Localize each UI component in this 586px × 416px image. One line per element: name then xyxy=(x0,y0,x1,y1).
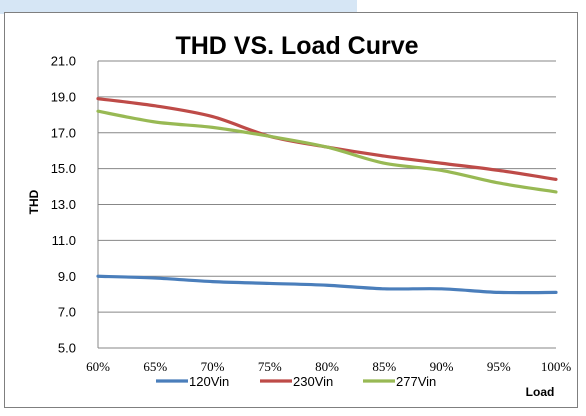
header-band xyxy=(0,0,357,14)
series-line-230vin xyxy=(96,97,558,181)
y-axis-ticks: 5.0 7.0 9.0 11.0 13.0 15.0 17.0 19.0 21.0 xyxy=(51,54,76,356)
chart-title: THD VS. Load Curve xyxy=(175,32,418,60)
x-axis-ticks: 60% 65% 70% 75% 80% 85% 90% 95% 100% xyxy=(86,359,571,374)
x-tick-label: 70% xyxy=(201,359,225,374)
gridlines xyxy=(97,60,556,349)
y-tick-label: 11.0 xyxy=(52,233,76,248)
y-tick-label: 21.0 xyxy=(51,54,76,69)
x-tick-label: 60% xyxy=(86,359,110,374)
x-tick-label: 65% xyxy=(143,359,167,374)
x-axis-label: Load xyxy=(526,385,555,399)
series-line-120vin xyxy=(96,274,558,295)
series-lines xyxy=(96,97,558,295)
x-tick-label: 100% xyxy=(541,359,572,374)
x-tick-label: 95% xyxy=(487,359,511,374)
legend-label: 230Vin xyxy=(293,374,333,389)
x-tick-label: 80% xyxy=(315,359,339,374)
y-tick-label: 9.0 xyxy=(58,269,76,284)
chart-frame xyxy=(4,12,578,408)
series-line-277vin xyxy=(96,109,558,194)
y-tick-label: 5.0 xyxy=(58,341,76,356)
y-axis-label: THD xyxy=(27,189,41,214)
legend: 120Vin 230Vin 277Vin xyxy=(156,374,436,389)
y-tick-label: 19.0 xyxy=(51,89,76,104)
y-tick-label: 13.0 xyxy=(51,197,76,212)
legend-label: 120Vin xyxy=(189,374,229,389)
y-tick-label: 7.0 xyxy=(58,305,76,320)
legend-label: 277Vin xyxy=(396,374,436,389)
x-tick-label: 75% xyxy=(258,359,282,374)
y-tick-label: 15.0 xyxy=(51,161,76,176)
x-tick-label: 85% xyxy=(372,359,396,374)
x-tick-label: 90% xyxy=(430,359,454,374)
y-tick-label: 17.0 xyxy=(51,125,76,140)
